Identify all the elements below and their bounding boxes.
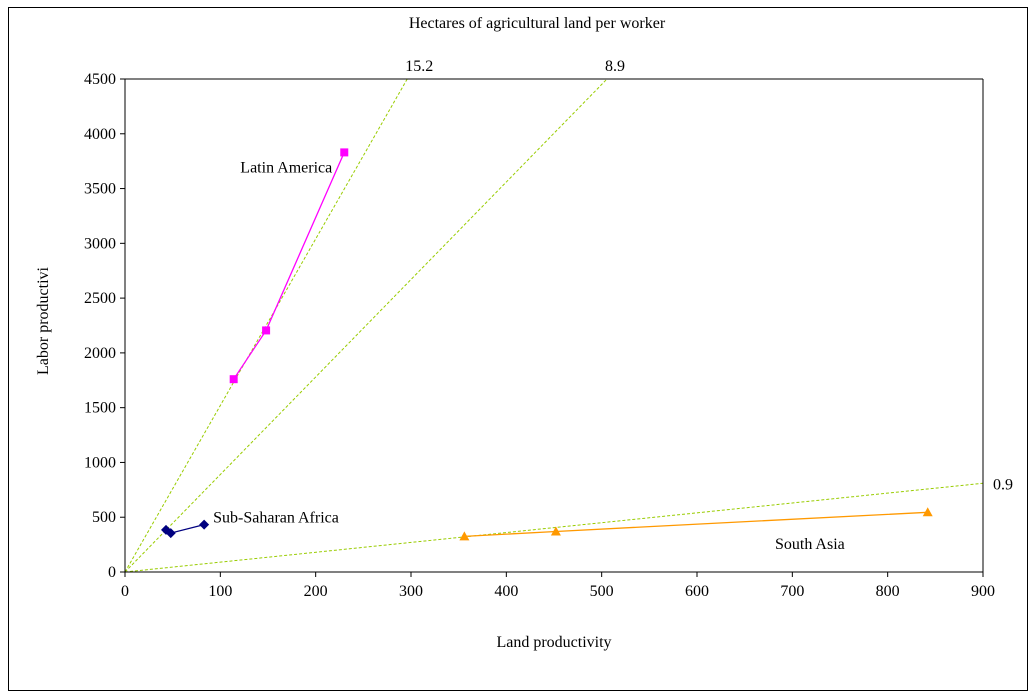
reference-line-label: 15.2: [405, 58, 433, 75]
reference-line: [124, 78, 608, 573]
y-tick-label: 500: [92, 509, 116, 526]
x-axis-label: Land productivity: [496, 634, 611, 651]
x-tick-label: 500: [590, 583, 614, 600]
series-latin-america: Latin America: [229, 148, 349, 384]
series-label: Sub-Saharan Africa: [213, 510, 339, 527]
x-tick-label: 800: [876, 583, 900, 600]
x-tick-label: 100: [208, 583, 232, 600]
series-sub-saharan-africa: Sub-Saharan Africa: [160, 510, 339, 539]
data-point: [550, 526, 561, 536]
y-tick-label: 4500: [84, 71, 116, 88]
axes: 0 100 200 300 400 500 600 700 800 900 0 500 1000 1500…: [84, 71, 995, 600]
reference-line: [124, 78, 408, 573]
series-line: [464, 511, 928, 538]
series-label: Latin America: [240, 159, 332, 176]
reference-line-label: 8.9: [605, 58, 625, 75]
y-tick-label: 3000: [84, 235, 116, 252]
data-point: [229, 375, 238, 384]
series-line: [233, 152, 345, 380]
reference-line: [124, 482, 984, 573]
y-tick-label: 1000: [84, 454, 116, 471]
x-tick-label: 200: [304, 583, 328, 600]
y-axis-label: Labor productivi: [35, 266, 52, 375]
chart-frame: [8, 7, 1028, 691]
x-tick-label: 700: [780, 583, 804, 600]
x-tick-label: 600: [685, 583, 709, 600]
chart-title: Hectares of agricultural land per worker: [409, 15, 666, 32]
x-tick-label: 0: [121, 583, 129, 600]
data-point: [165, 528, 176, 539]
y-tick-label: 4000: [84, 126, 116, 143]
y-tick-label: 2000: [84, 345, 116, 362]
series-label: South Asia: [775, 536, 845, 553]
data-point: [922, 507, 933, 517]
series-group: Latin America Sub-Saharan Africa South Asi…: [160, 148, 933, 553]
x-tick-label: 900: [971, 583, 995, 600]
reference-lines: 15.2 8.9 0.9: [124, 58, 1013, 573]
series-south-asia: South Asia: [459, 507, 933, 553]
y-tick-label: 1500: [84, 400, 116, 417]
x-tick-label: 400: [494, 583, 518, 600]
y-tick-label: 3500: [84, 181, 116, 198]
y-tick-label: 0: [108, 564, 116, 581]
data-point: [459, 531, 470, 541]
y-tick-label: 2500: [84, 290, 116, 307]
data-point: [340, 148, 349, 157]
data-point: [199, 519, 210, 530]
data-point: [262, 326, 271, 335]
reference-line-label: 0.9: [993, 476, 1013, 493]
x-tick-label: 300: [399, 583, 423, 600]
